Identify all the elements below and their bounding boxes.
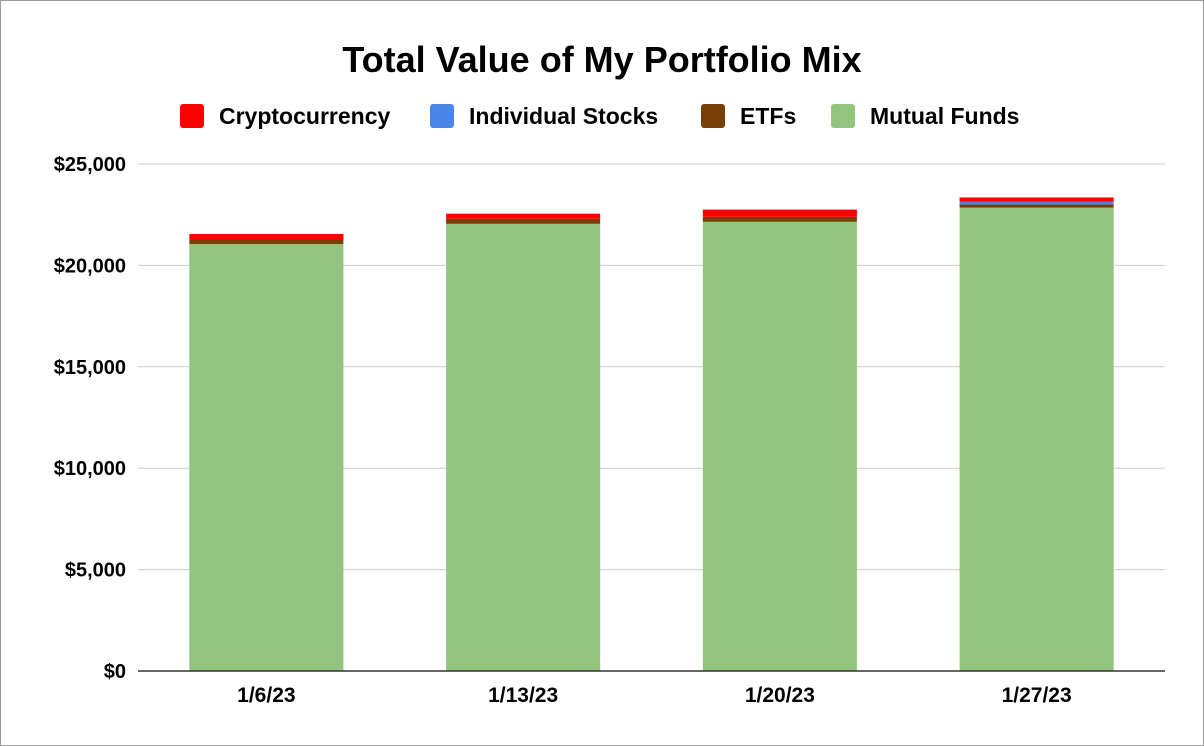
y-tick-label: $25,000 (54, 154, 126, 176)
bar-cryptocurrency-1-27-23 (959, 197, 1114, 202)
legend-label-mutual-funds: Mutual Funds (870, 103, 1019, 129)
legend-swatch-mutual-funds (831, 104, 855, 128)
bar-individual-stocks-1-27-23 (959, 201, 1114, 205)
legend-swatch-individual-stocks (430, 104, 454, 128)
bar-mutual-funds-1-27-23 (959, 207, 1114, 672)
bar-cryptocurrency-1-6-23 (189, 233, 344, 240)
x-tick-label: 1/6/23 (237, 684, 295, 707)
legend: Cryptocurrency Individual Stocks ETFs Mutua… (180, 103, 1019, 129)
bars (189, 197, 1114, 672)
x-tick-label: 1/20/23 (745, 684, 815, 707)
y-tick-label: $15,000 (54, 357, 126, 379)
bar-etfs-1-27-23 (959, 204, 1114, 208)
chart-title: Total Value of My Portfolio Mix (342, 39, 861, 80)
y-tick-label: $0 (104, 661, 126, 683)
bar-mutual-funds-1-6-23 (189, 244, 344, 671)
y-tick-label: $20,000 (54, 255, 126, 277)
x-tick-label: 1/27/23 (1002, 684, 1072, 707)
y-axis: $0 $5,000 $10,000 $15,000 $20,000 $25,000 (54, 154, 126, 683)
bar-etfs-1-13-23 (446, 218, 601, 224)
legend-label-cryptocurrency: Cryptocurrency (219, 103, 390, 129)
legend-swatch-etfs (701, 104, 725, 128)
bar-cryptocurrency-1-13-23 (446, 213, 601, 219)
bar-etfs-1-20-23 (702, 216, 857, 222)
bar-mutual-funds-1-13-23 (446, 223, 601, 672)
y-tick-label: $5,000 (65, 560, 126, 582)
x-axis: 1/6/23 1/13/23 1/20/23 1/27/23 (138, 670, 1165, 707)
x-tick-label: 1/13/23 (488, 684, 558, 707)
legend-label-individual-stocks: Individual Stocks (469, 103, 658, 129)
bar-etfs-1-6-23 (189, 239, 344, 245)
bar-cryptocurrency-1-20-23 (702, 209, 857, 217)
y-tick-label: $10,000 (54, 458, 126, 480)
legend-swatch-cryptocurrency (180, 104, 204, 128)
legend-label-etfs: ETFs (740, 103, 796, 129)
bar-mutual-funds-1-20-23 (702, 221, 857, 671)
